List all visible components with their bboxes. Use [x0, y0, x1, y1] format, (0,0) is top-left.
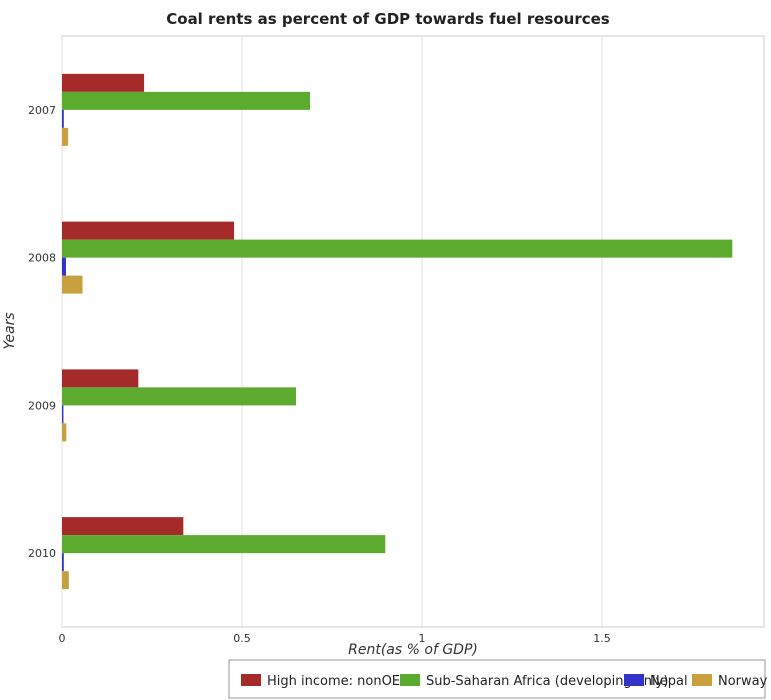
bar-2007-3 [62, 127, 69, 146]
legend-swatch [692, 674, 712, 686]
bar-2007-2 [62, 109, 64, 128]
bar-2008-2 [62, 257, 66, 276]
bar-2007-1 [62, 91, 311, 110]
x-tick-label: 1.5 [593, 632, 611, 645]
legend: High income: nonOECD Sub-Saharan Africa (… [228, 659, 768, 699]
x-tick-label: 0 [59, 632, 66, 645]
bar-2010-0 [62, 517, 184, 536]
y-tick-label: 2010 [28, 547, 56, 560]
legend-label: Nepal [650, 674, 688, 689]
bar-2010-3 [62, 571, 69, 590]
y-tick-labels: 2007 2008 2009 2010 [28, 104, 56, 560]
x-tick-labels: 0 0.5 1 1.5 [59, 632, 611, 645]
y-tick-label: 2009 [28, 399, 56, 412]
bar-2010-2 [62, 553, 64, 572]
y-tick-label: 2007 [28, 104, 56, 117]
legend-label: Sub-Saharan Africa (developing only) [426, 674, 668, 689]
legend-label: High income: nonOECD [267, 674, 419, 689]
legend-label: Norway [718, 674, 768, 689]
x-axis-label: Rent(as % of GDP) [348, 642, 478, 658]
bar-2008-0 [62, 221, 235, 240]
legend-box [228, 659, 766, 699]
x-tick-label: 1 [419, 632, 426, 645]
y-tick-label: 2008 [28, 252, 56, 265]
bar-2009-3 [62, 423, 67, 442]
bar-2007-0 [62, 73, 145, 92]
legend-swatch [241, 674, 261, 686]
bars [62, 73, 733, 590]
bar-2009-0 [62, 369, 139, 388]
x-tick-label: 0.5 [233, 632, 251, 645]
bar-2008-1 [62, 239, 733, 258]
bar-2009-1 [62, 387, 296, 406]
bar-2010-1 [62, 535, 386, 554]
legend-swatch [400, 674, 420, 686]
chart-title: Coal rents as percent of GDP towards fue… [166, 10, 610, 28]
bar-2009-2 [62, 405, 64, 424]
legend-swatch [624, 674, 644, 686]
y-axis-label: Years [2, 312, 18, 349]
bar-2008-3 [62, 275, 83, 294]
